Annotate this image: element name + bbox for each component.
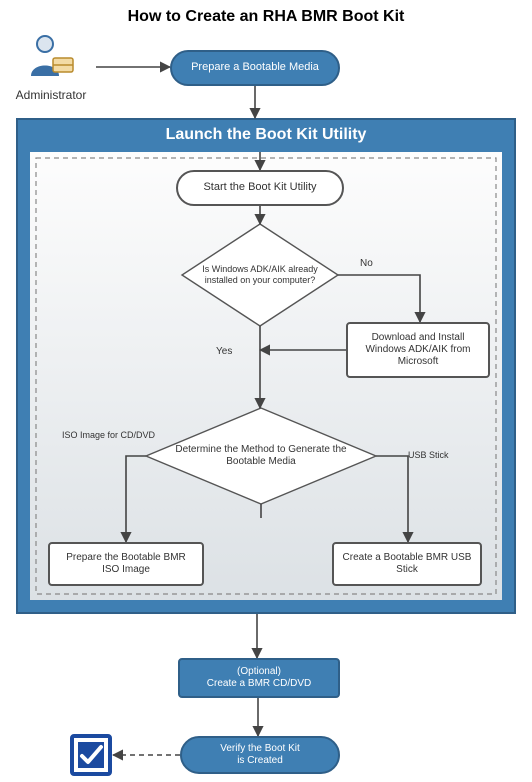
node-label: Create a Bootable BMR USB Stick (342, 552, 472, 576)
edge-label-yes: Yes (216, 346, 232, 357)
administrator-icon (25, 32, 77, 84)
node-label: Prepare the Bootable BMR ISO Image (58, 552, 194, 576)
page-title: How to Create an RHA BMR Boot Kit (0, 8, 532, 28)
checkmark-icon (70, 734, 112, 776)
edge-label-iso: ISO Image for CD/DVD (62, 430, 155, 440)
administrator-label: Administrator (7, 88, 95, 104)
node-label: Download and Install Windows ADK/AIK fro… (356, 332, 480, 368)
node-label: (Optional) Create a BMR CD/DVD (207, 666, 311, 690)
edge-label-usb: USB Stick (408, 450, 449, 460)
verify-boot-kit-node: Verify the Boot Kit is Created (180, 736, 340, 774)
edge-label-no: No (360, 258, 373, 269)
download-adk-node: Download and Install Windows ADK/AIK fro… (346, 322, 490, 378)
node-label: Start the Boot Kit Utility (203, 181, 316, 195)
start-boot-kit-utility-node: Start the Boot Kit Utility (176, 170, 344, 206)
node-label: Prepare a Bootable Media (191, 61, 319, 75)
diagram-root: How to Create an RHA BMR Boot Kit Admini… (0, 0, 532, 782)
create-usb-node: Create a Bootable BMR USB Stick (332, 542, 482, 586)
utility-frame-title: Launch the Boot Kit Utility (16, 126, 516, 150)
prepare-bootable-media-node: Prepare a Bootable Media (170, 50, 340, 86)
node-label: Verify the Boot Kit is Created (220, 743, 300, 768)
prepare-iso-node: Prepare the Bootable BMR ISO Image (48, 542, 204, 586)
create-cddvd-node: (Optional) Create a BMR CD/DVD (178, 658, 340, 698)
